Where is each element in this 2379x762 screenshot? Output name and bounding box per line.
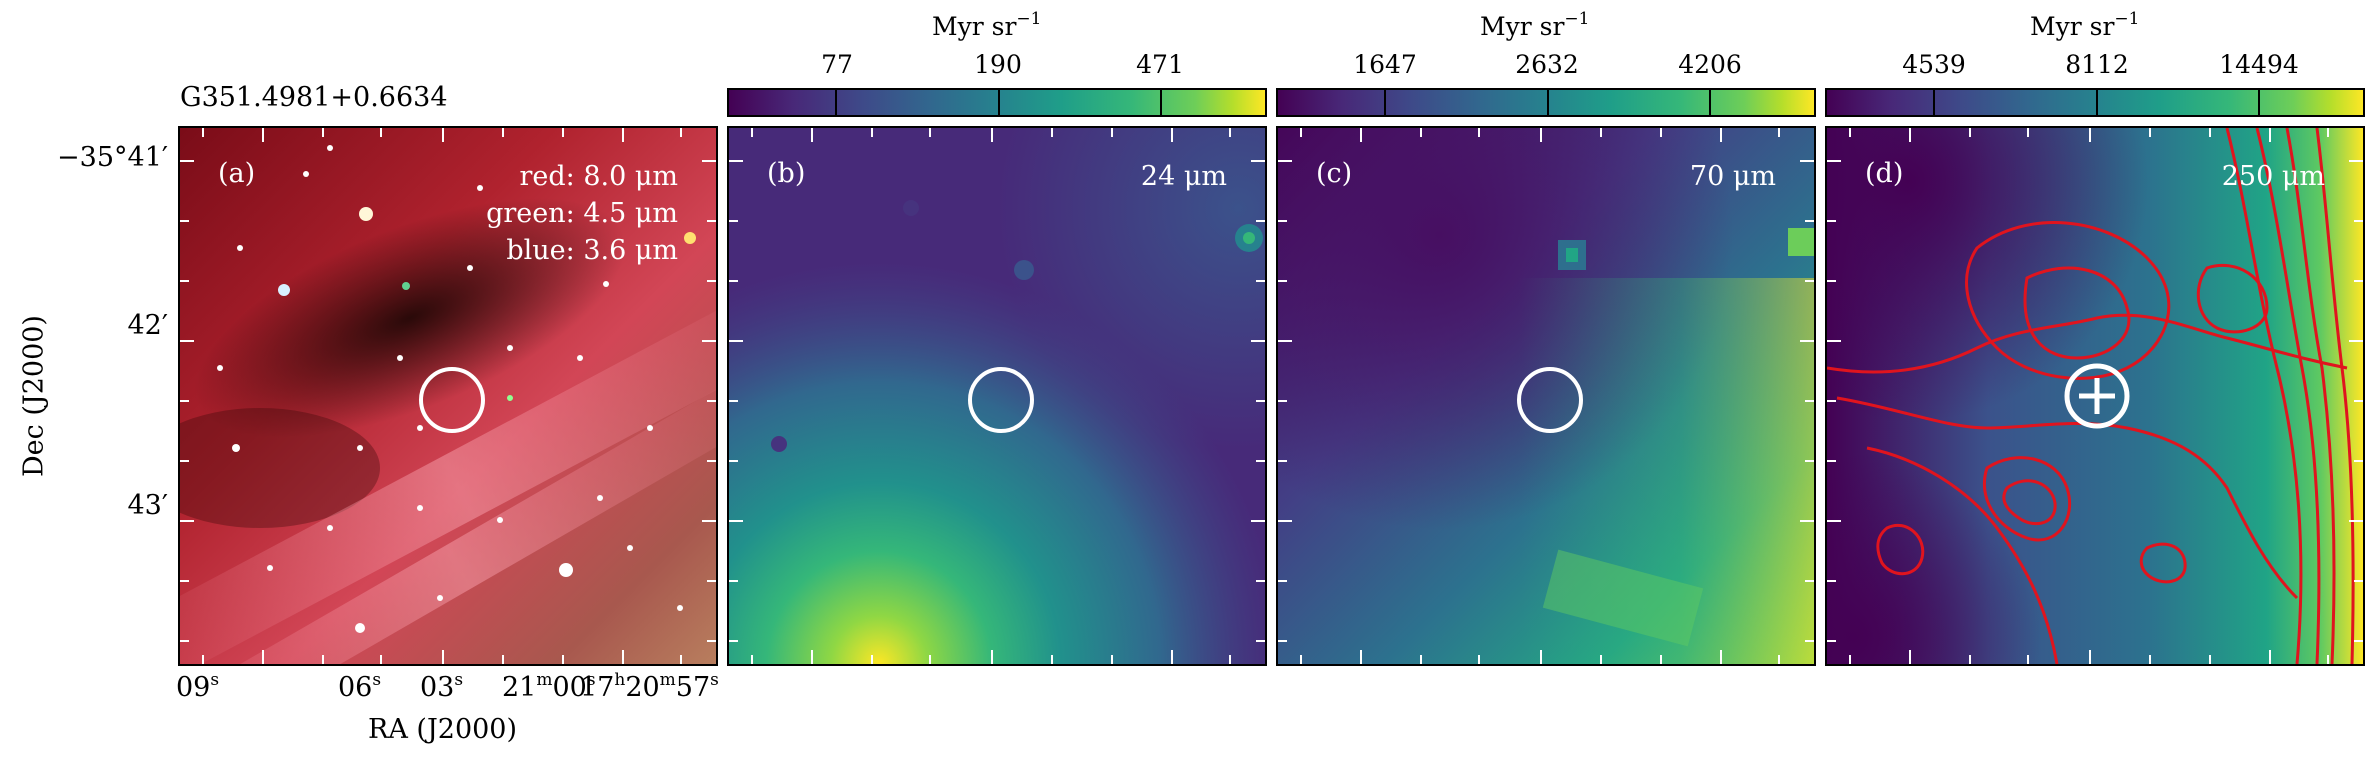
panel-d-bottom-ticks	[1827, 650, 2363, 664]
band-blue-label: blue: 3.6 μm	[506, 235, 678, 266]
ra-tick-06: 06s	[338, 670, 382, 704]
colorbar-d-tick: 4539	[1902, 50, 1966, 79]
panel-c-bottom-ticks	[1278, 650, 1814, 664]
panel-b-24um-map: (b) 24 μm	[727, 126, 1267, 666]
source-name: G351.4981+0.6634	[180, 82, 448, 113]
colorbar-d-title: Myr sr−1	[2030, 9, 2140, 42]
panel-a-left-ticks	[180, 128, 194, 664]
panel-b-wavelength: 24 μm	[1140, 161, 1227, 192]
dec-tick-41: −35°41′	[57, 142, 168, 173]
y-axis-label: Dec (J2000)	[18, 315, 50, 477]
dec-tick-42: 42′	[127, 310, 169, 341]
target-circle-marker	[419, 367, 485, 433]
x-axis-label: RA (J2000)	[368, 714, 518, 745]
panel-c-right-ticks	[1800, 128, 1814, 664]
panel-c-left-ticks	[1278, 128, 1292, 664]
contour-lines	[1827, 128, 2355, 664]
panel-b-label: (b)	[767, 158, 806, 189]
colorbar-d	[1825, 88, 2365, 117]
panel-d-250um-map: (d) 250 μm	[1825, 126, 2365, 666]
panel-c-top-ticks	[1278, 128, 1814, 142]
target-circle-marker	[1517, 367, 1583, 433]
panel-d-wavelength: 250 μm	[2221, 161, 2325, 192]
target-circle-marker	[968, 367, 1034, 433]
panel-b-right-ticks	[1251, 128, 1265, 664]
crosshair-marker	[2064, 363, 2130, 429]
colorbar-d-tick: 14494	[2219, 50, 2299, 79]
panel-c-70um-map: (c) 70 μm	[1276, 126, 1816, 666]
panel-a-label: (a)	[218, 158, 256, 189]
panel-a-right-ticks	[702, 128, 716, 664]
panel-a-bottom-ticks	[180, 650, 716, 664]
band-red-label: red: 8.0 μm	[519, 161, 678, 192]
panel-b-top-ticks	[729, 128, 1265, 142]
panel-d-label: (d)	[1865, 158, 1904, 189]
panel-c-wavelength: 70 μm	[1689, 161, 1776, 192]
colorbar-c-tick: 4206	[1678, 50, 1742, 79]
ra-tick-03: 03s	[420, 670, 464, 704]
panel-b-left-ticks	[729, 128, 743, 664]
panel-b-bottom-ticks	[729, 650, 1265, 664]
ra-tick-17h20m57s: 17h20m57s	[580, 670, 719, 704]
dec-tick-43: 43′	[127, 490, 169, 521]
panel-a-top-ticks	[180, 128, 716, 142]
colorbar-b-tick: 77	[821, 50, 853, 79]
panel-a-band-legend: red: 8.0 μm green: 4.5 μm blue: 3.6 μm	[486, 158, 678, 269]
ra-tick-09: 09s	[176, 670, 220, 704]
colorbar-b-title: Myr sr−1	[932, 9, 1042, 42]
panel-d-top-ticks	[1827, 128, 2363, 142]
panel-d-left-ticks	[1827, 128, 1841, 664]
colorbar-b	[727, 88, 1267, 117]
colorbar-d-tick: 8112	[2065, 50, 2129, 79]
colorbar-c-title: Myr sr−1	[1480, 9, 1590, 42]
colorbar-c-tick: 1647	[1353, 50, 1417, 79]
colorbar-b-tick: 190	[974, 50, 1022, 79]
panel-a-rgb-image: (a) red: 8.0 μm green: 4.5 μm blue: 3.6 …	[178, 126, 718, 666]
colorbar-c-tick: 2632	[1515, 50, 1579, 79]
band-green-label: green: 4.5 μm	[486, 198, 678, 229]
colorbar-c	[1276, 88, 1816, 117]
panel-d-right-ticks	[2349, 128, 2363, 664]
ra-tick-21m00s: 21m00s	[502, 670, 596, 704]
colorbar-b-tick: 471	[1136, 50, 1184, 79]
panel-c-label: (c)	[1316, 158, 1353, 189]
